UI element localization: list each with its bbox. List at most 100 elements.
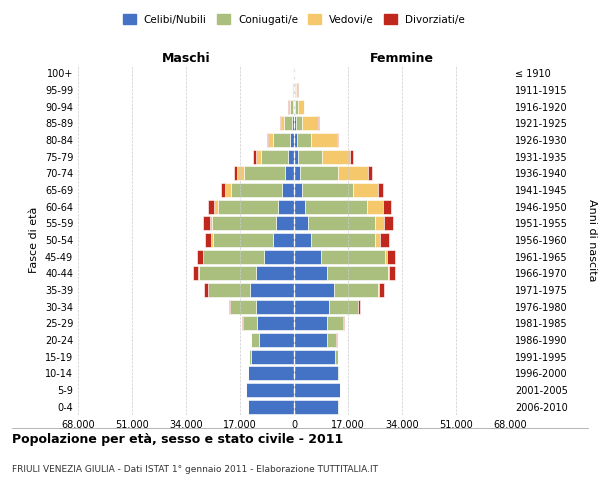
Bar xyxy=(211,233,213,247)
Bar xyxy=(214,200,218,214)
Text: Femmine: Femmine xyxy=(370,52,434,65)
Bar xyxy=(298,100,304,114)
Bar xyxy=(380,233,389,247)
Text: FRIULI VENEZIA GIULIA - Dati ISTAT 1° gennaio 2011 - Elaborazione TUTTITALIA.IT: FRIULI VENEZIA GIULIA - Dati ISTAT 1° ge… xyxy=(12,466,378,474)
Bar xyxy=(300,166,338,180)
Bar xyxy=(282,183,294,197)
Bar xyxy=(321,250,385,264)
Bar xyxy=(273,133,290,147)
Bar xyxy=(294,333,328,347)
Bar xyxy=(328,316,343,330)
Bar xyxy=(247,383,294,397)
Bar xyxy=(257,316,294,330)
Bar xyxy=(296,116,302,130)
Bar xyxy=(218,200,278,214)
Bar xyxy=(294,183,302,197)
Bar xyxy=(292,83,293,97)
Bar xyxy=(328,333,336,347)
Bar xyxy=(387,250,395,264)
Bar xyxy=(274,233,294,247)
Bar xyxy=(268,133,273,147)
Bar xyxy=(203,250,264,264)
Bar xyxy=(256,150,261,164)
Bar xyxy=(294,316,328,330)
Bar xyxy=(280,116,281,130)
Bar xyxy=(253,150,256,164)
Bar xyxy=(261,150,288,164)
Bar xyxy=(350,150,353,164)
Bar xyxy=(238,166,244,180)
Bar xyxy=(212,216,275,230)
Bar xyxy=(230,300,256,314)
Bar xyxy=(221,183,226,197)
Bar xyxy=(193,266,198,280)
Bar xyxy=(378,183,383,197)
Bar xyxy=(296,83,298,97)
Bar xyxy=(305,200,367,214)
Bar xyxy=(367,200,383,214)
Bar xyxy=(250,283,294,297)
Bar xyxy=(278,200,294,214)
Bar xyxy=(384,216,393,230)
Y-axis label: Fasce di età: Fasce di età xyxy=(29,207,39,273)
Bar xyxy=(294,166,300,180)
Bar xyxy=(199,266,256,280)
Bar xyxy=(256,300,294,314)
Bar xyxy=(285,166,294,180)
Bar xyxy=(251,350,294,364)
Bar xyxy=(329,300,358,314)
Bar xyxy=(290,133,294,147)
Bar xyxy=(294,350,335,364)
Bar xyxy=(294,150,298,164)
Bar xyxy=(298,150,322,164)
Bar xyxy=(368,166,372,180)
Bar xyxy=(294,366,338,380)
Bar xyxy=(264,250,294,264)
Bar xyxy=(208,200,214,214)
Bar xyxy=(334,283,378,297)
Text: Maschi: Maschi xyxy=(161,52,211,65)
Bar xyxy=(358,300,360,314)
Bar xyxy=(294,400,338,414)
Bar xyxy=(302,116,318,130)
Bar xyxy=(294,216,308,230)
Bar xyxy=(197,250,203,264)
Bar xyxy=(251,333,259,347)
Bar xyxy=(302,183,353,197)
Bar xyxy=(275,216,294,230)
Bar xyxy=(208,283,250,297)
Bar xyxy=(311,133,337,147)
Bar xyxy=(294,283,334,297)
Bar xyxy=(389,266,395,280)
Bar xyxy=(322,150,350,164)
Bar xyxy=(288,150,294,164)
Bar xyxy=(256,266,294,280)
Bar xyxy=(375,216,384,230)
Bar xyxy=(388,266,389,280)
Bar xyxy=(248,400,294,414)
Bar xyxy=(295,100,298,114)
Bar xyxy=(226,183,231,197)
Bar xyxy=(311,233,375,247)
Bar xyxy=(328,266,388,280)
Bar xyxy=(242,316,243,330)
Bar xyxy=(209,216,212,230)
Bar xyxy=(281,116,284,130)
Bar xyxy=(266,133,268,147)
Bar xyxy=(294,383,340,397)
Bar xyxy=(294,116,296,130)
Bar xyxy=(205,233,211,247)
Bar xyxy=(294,300,329,314)
Bar xyxy=(293,100,294,114)
Bar xyxy=(244,166,285,180)
Bar xyxy=(233,166,238,180)
Bar xyxy=(294,233,311,247)
Bar xyxy=(290,100,293,114)
Bar xyxy=(248,366,294,380)
Bar xyxy=(294,100,295,114)
Bar xyxy=(243,316,257,330)
Bar xyxy=(295,83,296,97)
Bar xyxy=(284,116,292,130)
Bar xyxy=(294,266,328,280)
Bar xyxy=(289,100,290,114)
